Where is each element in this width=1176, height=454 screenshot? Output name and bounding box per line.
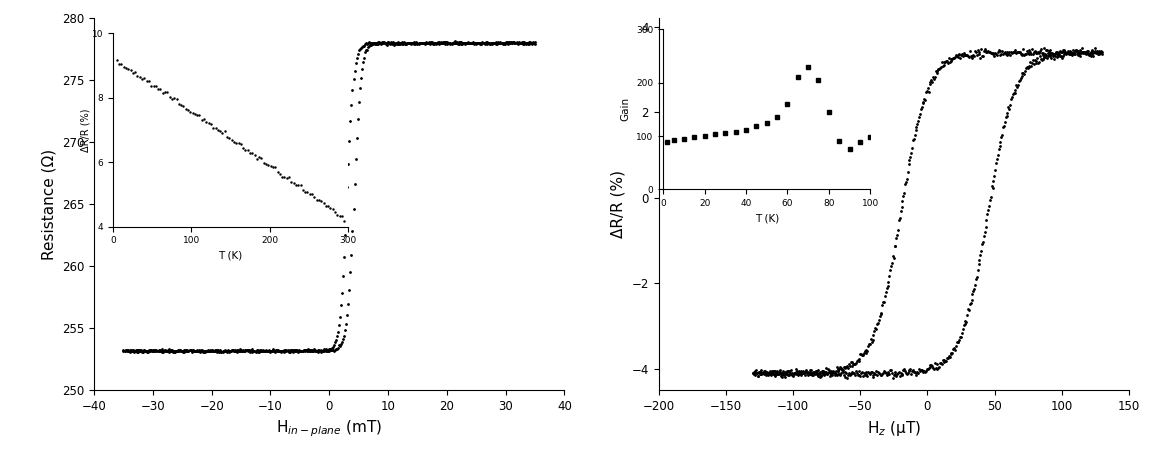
Y-axis label: Resistance (Ω): Resistance (Ω) (41, 149, 56, 260)
X-axis label: H$_{in-plane}$ (mT): H$_{in-plane}$ (mT) (276, 419, 382, 439)
Y-axis label: ΔR/R (%): ΔR/R (%) (610, 170, 626, 238)
X-axis label: H$_z$ (μT): H$_z$ (μT) (867, 419, 921, 438)
